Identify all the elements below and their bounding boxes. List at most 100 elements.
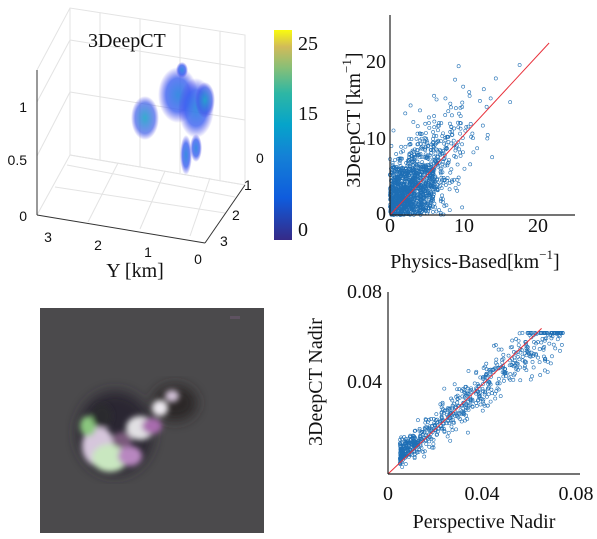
scatter-point (450, 132, 455, 137)
scatter-point (397, 172, 402, 176)
scatter-point (412, 175, 417, 180)
scatter-point (499, 347, 504, 352)
scatter-point (402, 186, 407, 191)
scatter-point (414, 189, 419, 194)
scatter-point (488, 382, 493, 387)
scatter-point (531, 365, 536, 370)
scatter-point (403, 439, 408, 444)
scatter-point (497, 381, 502, 386)
scatter-point (555, 331, 560, 335)
scatter-point (414, 450, 419, 455)
scatter-point (421, 141, 426, 146)
scatter-point (398, 156, 403, 161)
cloud-image (40, 308, 264, 533)
scatter-point (431, 172, 436, 177)
scatter-point (434, 433, 439, 437)
volume-xlabel: Y [km] (106, 260, 164, 282)
scatter-point (437, 123, 441, 128)
scatter-point (431, 179, 436, 184)
scatter-point (460, 205, 465, 210)
scatter-point (526, 349, 531, 353)
scatter-point (409, 207, 414, 212)
scatter-point (444, 134, 449, 139)
scatter-point (401, 203, 406, 208)
scatter-point (431, 184, 436, 188)
scatter-point (517, 331, 522, 336)
scatter-point (409, 154, 414, 159)
grid-3d (36, 7, 246, 237)
scatter-point (427, 115, 431, 120)
scatter-point (397, 161, 402, 165)
scatter-point (514, 365, 519, 370)
scatter-point (484, 372, 489, 376)
scatter-point (409, 156, 414, 161)
scatter-point (488, 371, 492, 376)
scatter-point (490, 391, 494, 396)
scatter-point (431, 155, 436, 159)
scatter-point (415, 124, 420, 129)
scatter-point (453, 404, 458, 409)
scatter-point (493, 343, 498, 347)
scatter-point (411, 194, 416, 199)
scatter-point (466, 124, 471, 129)
x-tick: 2 (94, 237, 102, 253)
scatter-point (529, 335, 534, 340)
scatter-point (447, 187, 452, 192)
scatter-point (418, 146, 423, 151)
scatter-point (405, 448, 410, 453)
scatter-point (430, 196, 435, 201)
scatter-point (469, 387, 473, 392)
scatter-point (511, 373, 516, 378)
cloud-image-panel (40, 308, 264, 533)
scatter-point (540, 336, 545, 341)
scatter-extinction-svg: 0 10 20 0 10 20 Physics-Based[km−1] 3Dee… (339, 15, 575, 273)
scatter-point (475, 146, 480, 151)
scatter-point (466, 430, 470, 435)
scatter-point (522, 351, 527, 356)
scatter-point (439, 121, 444, 126)
scatter-point (458, 150, 462, 155)
scatter-point (493, 76, 498, 81)
scatter-point (417, 210, 422, 215)
scatter-point (515, 361, 520, 366)
scatter-point (435, 123, 440, 128)
scatter-point (450, 179, 454, 184)
scatter-point (489, 374, 493, 379)
scatter-point (486, 392, 491, 397)
colorbar (274, 30, 292, 240)
scatter-point (422, 430, 427, 435)
axes (387, 292, 580, 475)
scatter-point (427, 197, 432, 202)
scatter-point (427, 125, 432, 130)
scatter-point (448, 129, 453, 134)
scatter-point (403, 111, 408, 116)
scatter-point (485, 133, 490, 137)
scatter-point (392, 164, 397, 169)
scatter-point (461, 403, 466, 408)
scatter-point (460, 142, 464, 147)
scatter-point (457, 395, 462, 400)
scatter-point (484, 367, 489, 372)
scatter-point (413, 172, 418, 176)
scatter-point (416, 438, 421, 443)
scatter-point (432, 133, 436, 138)
scatter-point (403, 180, 407, 184)
scatter-point (467, 90, 472, 95)
scatter-point (431, 442, 436, 446)
scatter-point (414, 136, 419, 141)
scatter-point (536, 355, 540, 360)
scatter-point (430, 445, 435, 450)
scatter-point (433, 423, 438, 428)
scatter-point (449, 125, 454, 130)
scatter-point (418, 141, 423, 146)
scatter-point (431, 198, 435, 203)
scatter-point (442, 386, 447, 391)
scatter-point (417, 131, 422, 136)
y-ticks: 0 10 20 (366, 51, 386, 225)
scatter-point (456, 120, 460, 125)
scatter-point (419, 155, 424, 159)
scatter-point (538, 373, 543, 377)
scatter-point (548, 361, 553, 366)
scatter-point (424, 136, 429, 141)
scatter-point (444, 203, 449, 208)
